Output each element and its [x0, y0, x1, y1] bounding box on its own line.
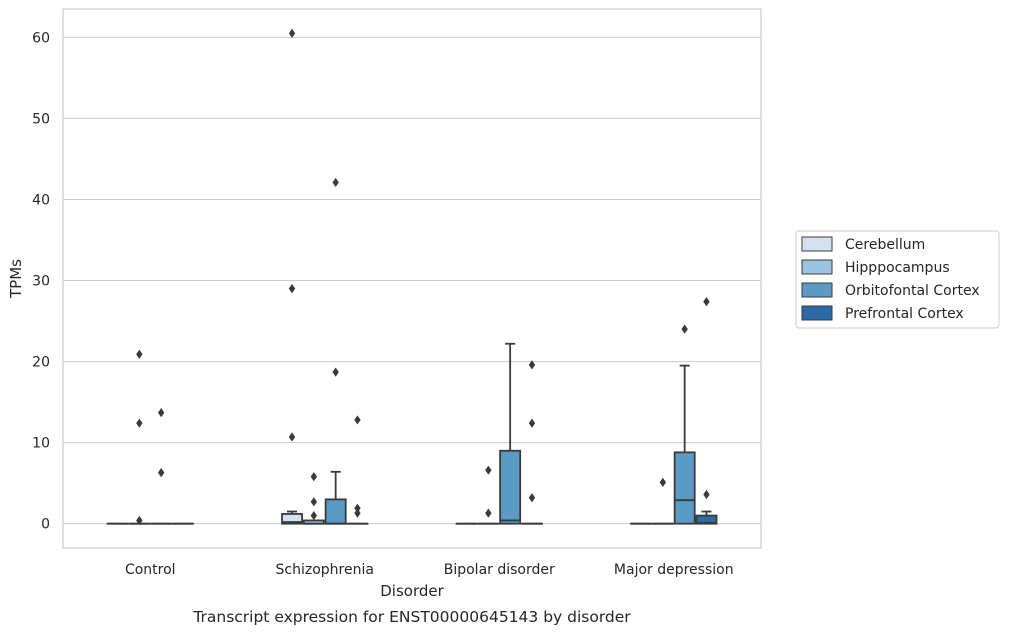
x-tick-label: Control [125, 562, 176, 578]
y-tick-label: 20 [32, 355, 50, 371]
y-tick-labels: 0 10 20 30 40 50 60 [32, 30, 50, 532]
legend-label: Prefrontal Cortex [845, 306, 964, 322]
y-tick-label: 0 [41, 517, 50, 533]
box-1-1 [304, 520, 324, 523]
x-tick-labels: Control Schizophrenia Bipolar disorder Majo… [125, 562, 734, 578]
y-tick-label: 40 [32, 192, 50, 208]
legend-swatch [802, 306, 832, 320]
legend-swatch [802, 260, 832, 274]
legend-label: Orbitofontal Cortex [845, 283, 980, 299]
legend-label: Hipppocampus [845, 260, 950, 276]
legend-swatch [802, 283, 832, 297]
legend-swatch [802, 237, 832, 251]
y-axis-label: TPMs [7, 259, 25, 299]
box-0-1 [282, 512, 302, 524]
box-body [500, 451, 520, 524]
legend: Cerebellum Hipppocampus Orbitofontal Corte… [796, 231, 999, 328]
x-tick-label: Major depression [614, 562, 734, 578]
x-tick-label: Schizophrenia [276, 562, 374, 578]
chart-caption: Transcript expression for ENST0000064514… [192, 608, 631, 626]
y-tick-label: 30 [32, 274, 50, 290]
y-tick-label: 50 [32, 111, 50, 127]
legend-label: Cerebellum [845, 237, 925, 253]
x-tick-label: Bipolar disorder [444, 562, 555, 578]
y-tick-label: 10 [32, 436, 50, 452]
plot-area [63, 9, 761, 548]
x-axis-label: Disorder [380, 582, 444, 600]
box-body [326, 499, 346, 523]
box-body [675, 452, 695, 523]
y-tick-label: 60 [32, 30, 50, 46]
